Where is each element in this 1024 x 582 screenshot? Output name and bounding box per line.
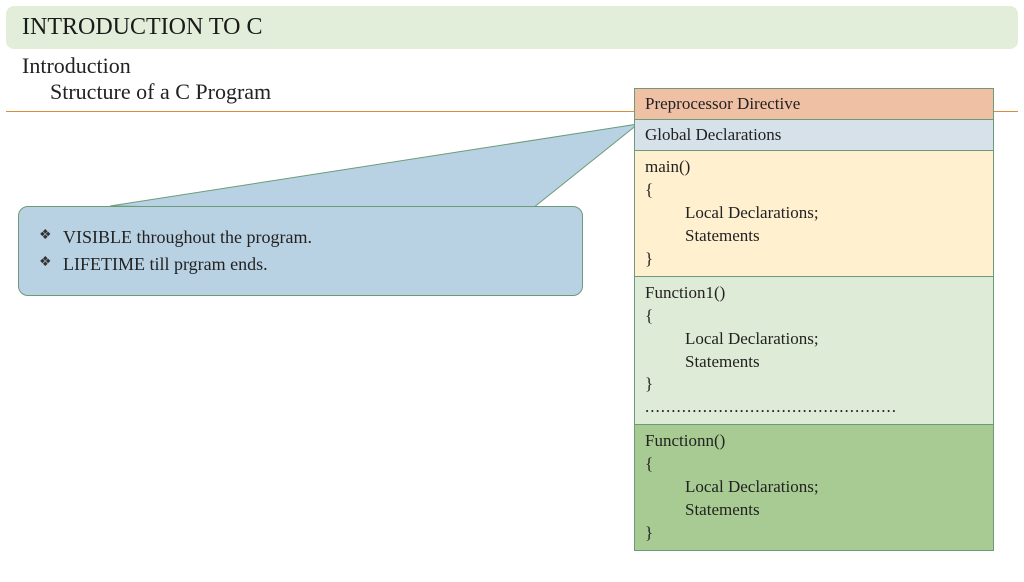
main-decl: Local Declarations; [645, 202, 983, 225]
row-global-label: Global Declarations [645, 125, 781, 144]
page-title-text: INTRODUCTION TO C [22, 14, 262, 40]
callout-item: LIFETIME till prgram ends. [45, 254, 564, 275]
row-functionn: Functionn() { Local Declarations; Statem… [635, 425, 993, 550]
page-title-bar: INTRODUCTION TO C [6, 6, 1018, 49]
main-header: main() [645, 156, 983, 179]
callout-box: VISIBLE throughout the program. LIFETIME… [18, 206, 583, 296]
func1-stmt: Statements [645, 351, 983, 374]
func1-decl: Local Declarations; [645, 328, 983, 351]
main-close-brace: } [645, 248, 983, 271]
main-open-brace: { [645, 179, 983, 202]
func1-open-brace: { [645, 305, 983, 328]
subtitle-line-1: Introduction [22, 53, 1002, 79]
callout-item: VISIBLE throughout the program. [45, 227, 564, 248]
funcn-header: Functionn() [645, 430, 983, 453]
row-preprocessor: Preprocessor Directive [635, 89, 993, 120]
funcn-stmt: Statements [645, 499, 983, 522]
row-function1: Function1() { Local Declarations; Statem… [635, 277, 993, 426]
main-stmt: Statements [645, 225, 983, 248]
funcn-decl: Local Declarations; [645, 476, 983, 499]
c-structure-diagram: Preprocessor Directive Global Declaratio… [634, 88, 994, 551]
funcn-close-brace: } [645, 522, 983, 545]
funcn-open-brace: { [645, 453, 983, 476]
func1-header: Function1() [645, 282, 983, 305]
func1-close-brace: } [645, 373, 983, 396]
row-main-function: main() { Local Declarations; Statements … [635, 151, 993, 277]
func1-ellipsis: ........................................… [645, 396, 983, 419]
row-global-declarations: Global Declarations [635, 120, 993, 151]
row-preprocessor-label: Preprocessor Directive [645, 94, 800, 113]
